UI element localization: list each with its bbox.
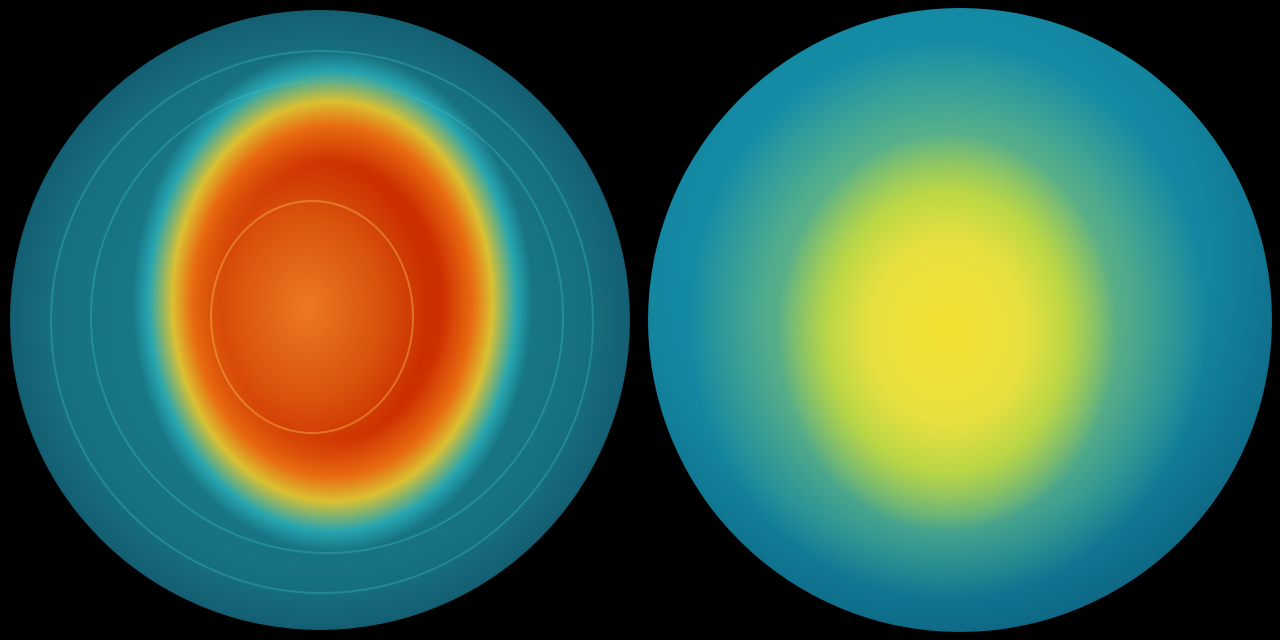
left-globe-visualization [10, 10, 630, 630]
swirl-ring [50, 50, 594, 594]
right-globe-visualization [648, 8, 1272, 632]
swirl-ring [210, 200, 414, 434]
limb-shading [648, 8, 1272, 632]
swirl-ring [90, 80, 564, 554]
limb-shading [10, 10, 630, 630]
